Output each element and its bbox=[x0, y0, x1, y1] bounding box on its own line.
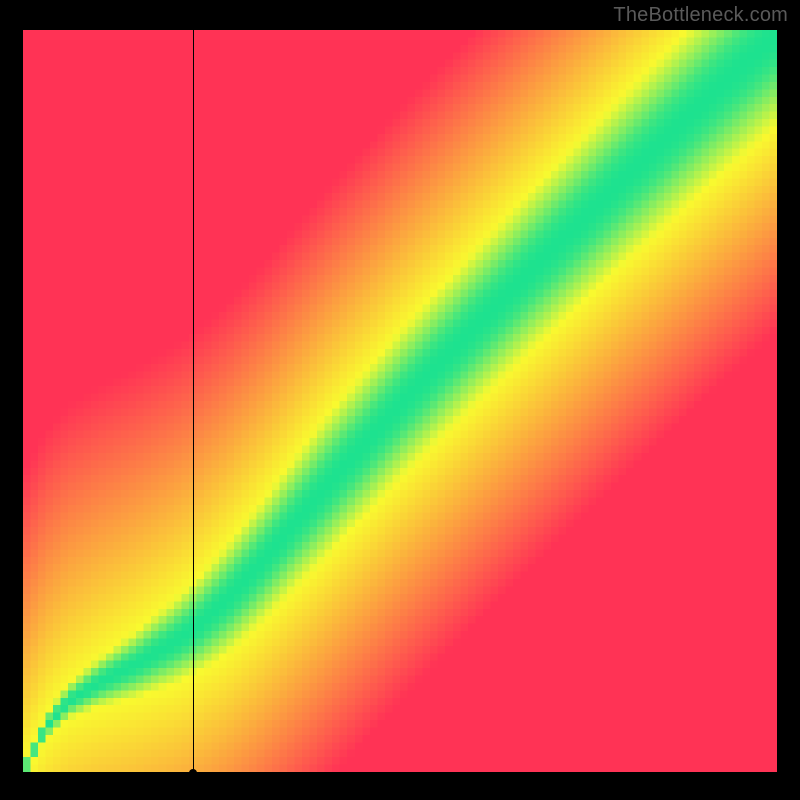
y-axis bbox=[21, 0, 23, 774]
heatmap-canvas bbox=[23, 30, 777, 772]
marker-vertical-line bbox=[193, 0, 194, 774]
heatmap-plot bbox=[23, 30, 777, 772]
watermark-text: TheBottleneck.com bbox=[613, 4, 788, 27]
marker-dot bbox=[189, 769, 197, 777]
x-axis bbox=[23, 772, 798, 774]
